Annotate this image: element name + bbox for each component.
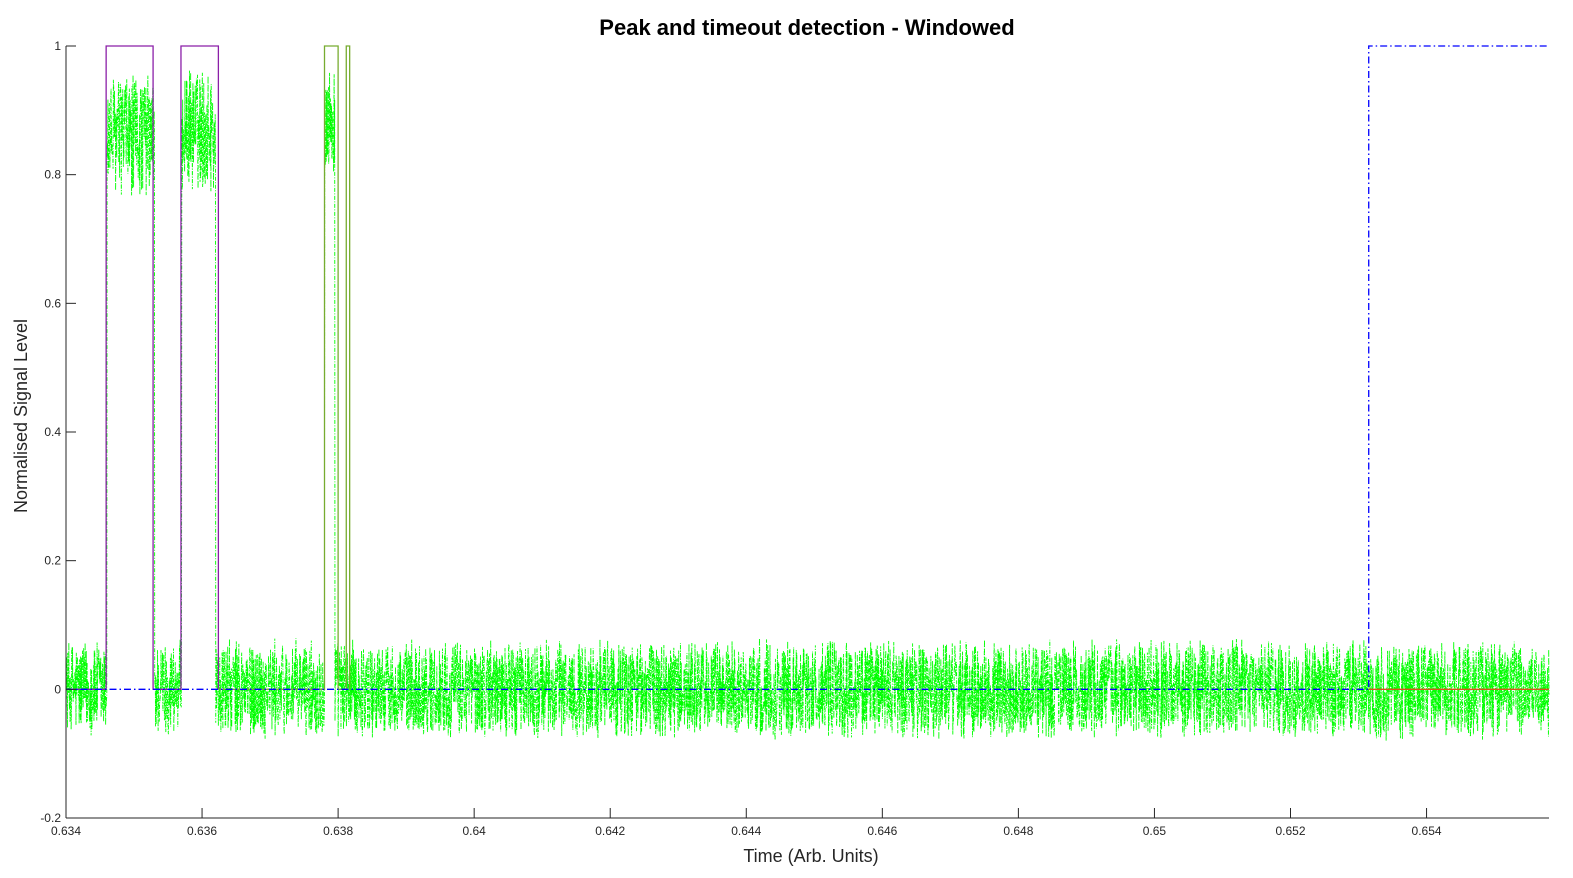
- x-tick-label: 0.638: [323, 824, 353, 838]
- chart-title: Peak and timeout detection - Windowed: [599, 15, 1014, 40]
- window-layer: [66, 45, 1549, 690]
- y-tick-label: 0.8: [44, 168, 61, 182]
- y-tick-label: 0.2: [44, 554, 61, 568]
- x-tick-label: 0.636: [187, 824, 217, 838]
- x-tick-label: 0.64: [462, 824, 486, 838]
- x-tick-label: 0.644: [731, 824, 761, 838]
- y-tick-label: 0.4: [44, 425, 61, 439]
- x-tick-label: 0.646: [867, 824, 897, 838]
- y-tick-label: 0: [54, 682, 61, 696]
- signal-layer: [65, 70, 1550, 741]
- x-axis-label: Time (Arb. Units): [743, 846, 878, 866]
- y-tick-label: 0.6: [44, 296, 61, 310]
- plot-area: [65, 45, 1550, 741]
- x-ticks: 0.634 0.636 0.638 0.64 0.642 0.644 0.646 0.648 0…: [51, 808, 1442, 838]
- x-tick-label: 0.648: [1003, 824, 1033, 838]
- y-axis-label: Normalised Signal Level: [11, 319, 31, 513]
- timeout-line: [66, 45, 1549, 690]
- x-tick-label: 0.654: [1412, 824, 1442, 838]
- x-tick-label: 0.65: [1143, 824, 1167, 838]
- x-tick-label: 0.634: [51, 824, 81, 838]
- x-tick-label: 0.652: [1275, 824, 1305, 838]
- x-tick-label: 0.642: [595, 824, 625, 838]
- signal-series: [65, 70, 1550, 741]
- y-tick-label: -0.2: [40, 811, 61, 825]
- y-tick-label: 1: [54, 39, 61, 53]
- y-ticks: -0.2 0 0.2 0.4 0.6 0.8 1: [40, 39, 76, 825]
